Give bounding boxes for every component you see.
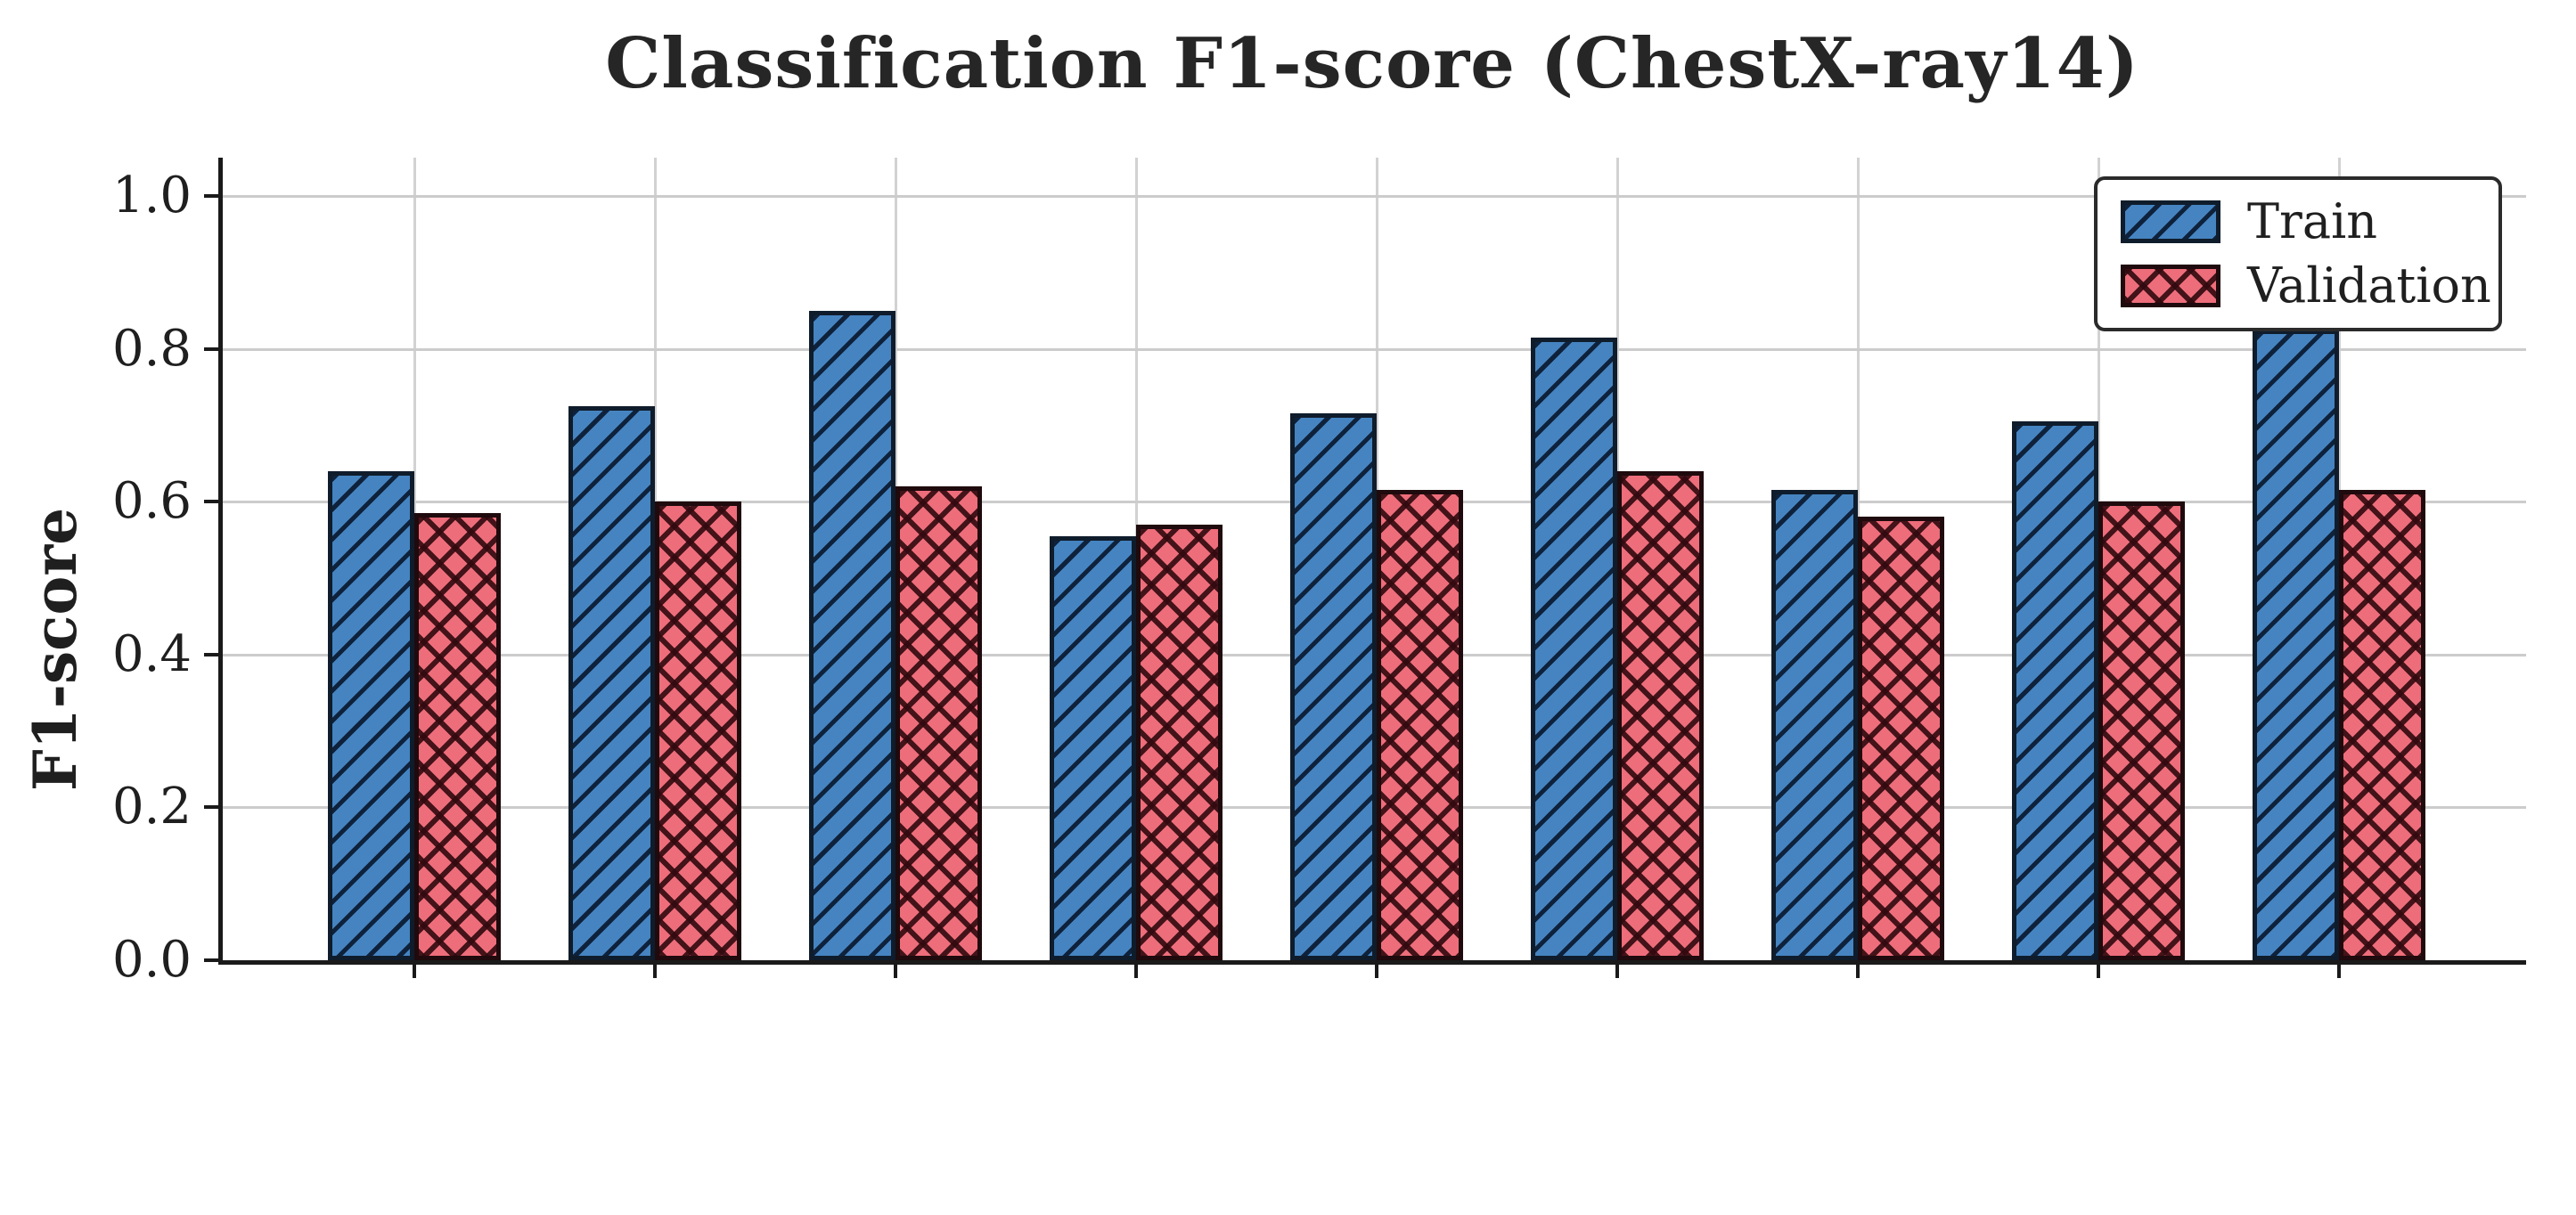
y-tick-mark bbox=[204, 958, 218, 962]
bar-train-cnn-Adaptive bbox=[328, 471, 414, 960]
y-tick-mark bbox=[204, 500, 218, 504]
bar-train-cnn-Z-Score bbox=[1771, 490, 1858, 960]
x-tick-mark bbox=[2337, 964, 2341, 978]
bar-train-mobilenetv2-Z-Score bbox=[2253, 330, 2339, 960]
bar-validation-mobilenetv2-Scaling bbox=[1617, 471, 1704, 960]
bar-validation-efficientnet-b0-Adaptive bbox=[655, 501, 741, 960]
bar-train-efficientnet-b0-Z-Score bbox=[2012, 421, 2098, 960]
y-tick-mark bbox=[204, 193, 218, 198]
bar-train-mobilenetv2-Adaptive bbox=[809, 311, 895, 960]
y-tick-label: 0.2 bbox=[111, 778, 192, 836]
x-axis-spine bbox=[218, 960, 2526, 965]
chart-title: Classification F1-score (ChestX-ray14) bbox=[605, 23, 2139, 104]
legend-label-validation: Validation bbox=[2247, 257, 2491, 314]
x-tick-mark bbox=[1134, 964, 1138, 978]
bar-validation-cnn-Z-Score bbox=[1858, 517, 1944, 960]
x-tick-mark bbox=[894, 964, 897, 978]
bar-validation-cnn-Adaptive bbox=[414, 513, 501, 960]
x-tick-mark bbox=[653, 964, 657, 978]
legend-item-train: Train bbox=[2121, 198, 2475, 246]
bar-train-cnn-Scaling bbox=[1050, 536, 1136, 960]
gridline-horizontal bbox=[218, 194, 2526, 198]
y-axis-spine bbox=[218, 158, 223, 965]
y-tick-label: 0.0 bbox=[111, 931, 192, 989]
y-tick-mark bbox=[204, 652, 218, 656]
bar-validation-mobilenetv2-Z-Score bbox=[2339, 490, 2425, 960]
y-tick-label: 0.8 bbox=[111, 319, 192, 378]
x-tick-mark bbox=[1375, 964, 1378, 978]
legend-swatch-train-icon bbox=[2121, 200, 2220, 243]
bar-validation-efficientnet-b0-Scaling bbox=[1377, 490, 1463, 960]
bar-train-mobilenetv2-Scaling bbox=[1531, 338, 1617, 960]
y-tick-label: 0.6 bbox=[111, 472, 192, 531]
y-tick-label: 0.4 bbox=[111, 624, 192, 683]
bar-train-efficientnet-b0-Adaptive bbox=[568, 406, 655, 960]
bar-train-efficientnet-b0-Scaling bbox=[1290, 413, 1377, 960]
y-tick-mark bbox=[204, 805, 218, 810]
x-tick-mark bbox=[1856, 964, 1860, 978]
legend-label-train: Train bbox=[2247, 193, 2378, 249]
x-tick-mark bbox=[2097, 964, 2100, 978]
bar-validation-efficientnet-b0-Z-Score bbox=[2098, 501, 2185, 960]
bar-validation-mobilenetv2-Adaptive bbox=[895, 486, 982, 960]
y-tick-mark bbox=[204, 347, 218, 351]
y-tick-label: 1.0 bbox=[111, 166, 192, 224]
x-tick-mark bbox=[413, 964, 416, 978]
legend-item-validation: Validation bbox=[2121, 262, 2491, 310]
gridline-horizontal bbox=[218, 347, 2526, 351]
legend-swatch-validation-icon bbox=[2121, 265, 2220, 307]
bar-validation-cnn-Scaling bbox=[1136, 525, 1223, 960]
legend: Train Validation bbox=[2094, 176, 2502, 331]
x-tick-mark bbox=[1615, 964, 1619, 978]
